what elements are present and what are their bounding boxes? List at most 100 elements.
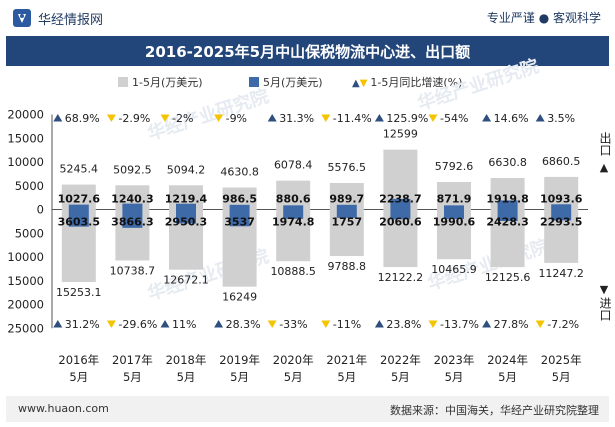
growth-down-triangle-import (535, 320, 545, 328)
bar-import-monthly (68, 209, 89, 227)
growth-label-import: -33% (279, 318, 307, 331)
side-label-import-text: 进口 (598, 297, 612, 321)
data-label-import-cumulative: 10465.9 (431, 263, 477, 276)
data-label-import-cumulative: 12122.2 (378, 271, 424, 284)
bar-export-monthly (551, 204, 572, 210)
bar-export-cumulative (222, 187, 257, 210)
y-tick-label: 10000 (7, 155, 44, 169)
y-tick-label: 15000 (7, 131, 44, 145)
x-tick-label-year: 2016年 (58, 353, 99, 367)
watermark-text: 华经产业研究院 (415, 55, 542, 115)
growth-label-export: 14.6% (494, 112, 529, 125)
brand-tagline: 专业严谨 ● 客观科学 (486, 11, 601, 25)
growth-label-export: -2.9% (118, 112, 150, 125)
bar-export-monthly (122, 203, 143, 210)
legend: 1-5月(万美元) 5月(万美元) ▲▼ 1-5月同比增速(%) (0, 71, 615, 91)
growth-down-triangle-export (160, 114, 170, 122)
x-tick-label-year: 2021年 (326, 353, 367, 367)
data-label-import-cumulative: 10738.7 (110, 265, 156, 278)
data-label-import-cumulative: 16249 (222, 291, 257, 304)
growth-label-import: -13.7% (440, 318, 479, 331)
growth-up-triangle-import (482, 320, 492, 328)
data-label-import-monthly: 1990.6 (433, 216, 476, 229)
growth-label-export: 31.3% (279, 112, 314, 125)
legend-item-cumulative: 1-5月(万美元) (118, 74, 203, 90)
data-label-import-monthly: 2293.5 (540, 216, 582, 229)
data-label-import-monthly: 2950.3 (165, 216, 207, 229)
import-down-arrow-icon: ▼ (599, 283, 609, 296)
legend-label-monthly: 5月(万美元) (263, 76, 323, 89)
data-label-export-monthly: 986.5 (222, 193, 257, 206)
growth-up-triangle-import (160, 320, 170, 328)
x-tick-label-month: 5月 (230, 370, 249, 384)
data-label-import-cumulative: 12672.1 (163, 274, 209, 287)
legend-label-cumulative: 1-5月(万美元) (132, 76, 203, 89)
x-tick-label-month: 5月 (123, 370, 142, 384)
x-tick-label-year: 2020年 (273, 353, 314, 367)
x-tick-label-month: 5月 (69, 370, 88, 384)
data-label-export-monthly: 1919.8 (486, 193, 528, 206)
data-label-export-cumulative: 12599 (383, 128, 418, 141)
y-tick-label: 5000 (15, 226, 44, 240)
growth-down-triangle-export (428, 114, 438, 122)
x-tick-label-month: 5月 (552, 370, 571, 384)
data-label-export-monthly: 989.7 (329, 193, 364, 206)
growth-down-triangle-export (106, 114, 116, 122)
x-tick-label-month: 5月 (177, 370, 196, 384)
growth-label-import: -11% (333, 318, 361, 331)
growth-down-triangle-import (267, 320, 277, 328)
growth-up-triangle-export (535, 114, 545, 122)
bar-import-monthly (551, 209, 572, 221)
data-label-export-cumulative: 6860.5 (542, 155, 581, 168)
data-label-export-monthly: 1219.4 (165, 193, 208, 206)
data-label-import-cumulative: 9788.8 (328, 260, 367, 273)
data-label-import-monthly: 2060.6 (379, 216, 422, 229)
footer: www.huaon.com 数据来源：中国海关，华经产业研究院整理 (6, 396, 609, 422)
bar-export-monthly (444, 205, 464, 210)
data-label-export-cumulative: 6078.4 (274, 159, 313, 172)
bar-export-cumulative (437, 181, 471, 210)
growth-up-triangle-import (374, 320, 384, 328)
bar-import-monthly (336, 209, 357, 218)
data-label-import-monthly: 1974.8 (272, 216, 314, 229)
bar-import-monthly (444, 209, 464, 219)
data-label-export-cumulative: 4630.8 (220, 166, 259, 179)
data-label-import-monthly: 3537 (224, 216, 255, 229)
y-tick-label: 20000 (7, 298, 44, 312)
x-tick-label-year: 2024年 (487, 353, 528, 367)
growth-label-export: -11.4% (333, 112, 372, 125)
x-tick-label-year: 2017年 (112, 353, 153, 367)
growth-label-import: 31.2% (65, 318, 100, 331)
growth-label-export: -9% (226, 112, 247, 125)
y-tick-label: 25000 (7, 321, 44, 335)
legend-down-triangle-icon: ▼ (359, 78, 368, 89)
growth-up-triangle-export (267, 114, 277, 122)
data-label-import-monthly: 2428.3 (486, 216, 528, 229)
data-label-import-monthly: 3603.5 (58, 216, 100, 229)
growth-label-export: 3.5% (547, 112, 575, 125)
bar-import-monthly (176, 209, 196, 224)
y-tick-label: 15000 (7, 274, 44, 288)
data-label-import-cumulative: 15253.1 (56, 286, 102, 299)
x-tick-label-year: 2023年 (434, 353, 475, 367)
bar-export-monthly (176, 203, 196, 210)
bar-import-monthly (497, 209, 518, 222)
growth-label-import: 28.3% (226, 318, 261, 331)
data-label-export-monthly: 1027.6 (58, 193, 101, 206)
bar-import-monthly (283, 209, 304, 219)
growth-down-triangle-export (321, 114, 331, 122)
top-bar: 华经情报网 专业严谨 ● 客观科学 (0, 0, 615, 36)
footer-site-link[interactable]: www.huaon.com (18, 402, 109, 415)
data-label-export-monthly: 871.9 (437, 193, 472, 206)
growth-label-export: -2% (172, 112, 193, 125)
legend-swatch-monthly (249, 77, 259, 87)
data-label-import-monthly: 3866.3 (111, 216, 153, 229)
data-label-export-monthly: 1093.6 (540, 193, 583, 206)
title-bar: 2016-2025年5月中山保税物流中心进、出口额 (6, 36, 609, 66)
legend-item-monthly: 5月(万美元) (249, 74, 323, 90)
y-tick-label: 0 (37, 203, 44, 217)
growth-up-triangle-import (53, 320, 63, 328)
growth-down-triangle-export (214, 114, 224, 122)
data-label-export-cumulative: 5094.2 (167, 163, 206, 176)
